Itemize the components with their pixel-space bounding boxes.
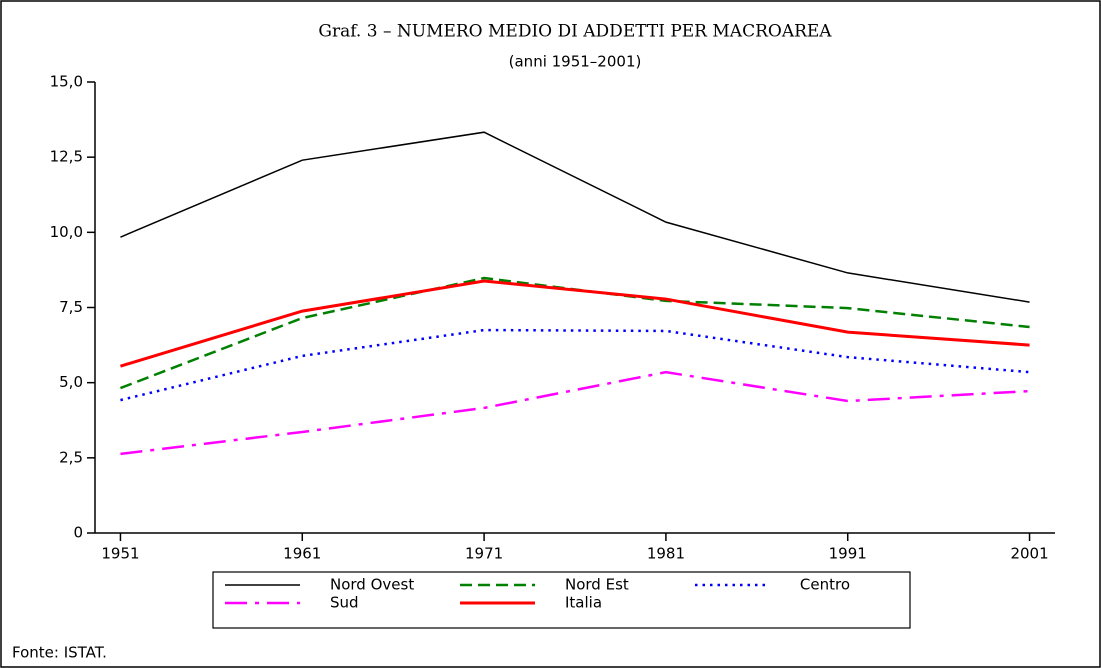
y-tick-label: 7,5 — [59, 298, 83, 316]
x-tick-label: 1981 — [647, 545, 685, 563]
y-tick-label: 0 — [73, 524, 83, 542]
y-tick-label: 15,0 — [50, 73, 83, 91]
chart-subtitle: (anni 1951–2001) — [509, 53, 642, 71]
y-tick-label: 10,0 — [50, 223, 83, 241]
x-tick-label: 1991 — [829, 545, 867, 563]
series-line — [120, 370, 1030, 456]
chart-title: Graf. 3 – NUMERO MEDIO DI ADDETTI PER MA… — [318, 22, 832, 42]
series-line — [120, 131, 1030, 303]
source: Fonte: ISTAT. — [12, 644, 107, 662]
series-line — [120, 279, 1030, 368]
y-tick-label: 2,5 — [59, 448, 83, 466]
x-tick-label: 1961 — [283, 545, 321, 563]
x-tick-label: 2001 — [1010, 545, 1048, 563]
y-tick-label: 5,0 — [59, 373, 83, 391]
legend-label: Nord Ovest — [330, 576, 414, 594]
x-tick-label: 1951 — [101, 545, 139, 563]
legend-box — [212, 571, 911, 629]
legend-label: Centro — [800, 576, 850, 594]
legend-label: Sud — [330, 594, 359, 612]
series-line — [120, 328, 1030, 402]
legend-label: Nord Est — [565, 576, 629, 594]
x-tick-label: 1971 — [465, 545, 503, 563]
legend-label: Italia — [565, 594, 602, 612]
series-line — [120, 276, 1030, 390]
y-tick-label: 12,5 — [50, 148, 83, 166]
